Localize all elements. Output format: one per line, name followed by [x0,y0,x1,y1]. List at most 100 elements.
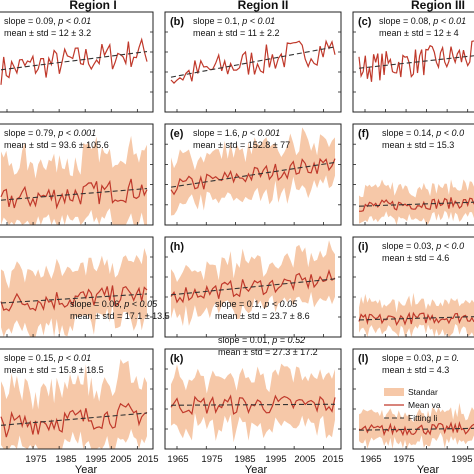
fit-line [170,46,336,78]
x-tick-label: 1975 [393,454,414,465]
slope-annotation: slope = 0.08, p < 0.01 [379,16,466,26]
slope-annotation: slope = 0.15, p < 0.01 [4,353,91,363]
mean-line [0,285,148,312]
fit-line [358,201,474,207]
slope-annotation: slope = 0.06, p < 0.05 [70,299,158,309]
panel-frame [0,11,154,113]
plot-area [358,40,474,82]
fit-line [358,55,474,69]
region-title: Region II [238,0,289,12]
panel-frame [164,11,342,113]
plot-area [0,248,148,337]
p-value: p < 0.05 [263,299,298,309]
mean-std-annotation: mean ± std = 12 ± 3.2 [4,28,91,38]
mean-line [0,37,148,85]
slope-annotation: slope = 0.1, p < 0.05 [215,299,298,309]
panel-label: (b) [170,16,184,28]
panel-l: (l) slope = 0.03, p = 0. mean ± std = 4.3 [352,348,474,450]
plot-area [170,363,336,443]
plot-area [358,402,474,449]
x-tick-label: 2015 [137,454,158,465]
panel-label: (h) [170,241,184,253]
p-value: p < 0.05 [123,299,158,309]
x-tick-label: 1985 [55,454,76,465]
p-value: p < 0.0 [435,128,464,138]
region-title: Region III [411,0,465,12]
x-tick-label: 2015 [322,454,343,465]
legend-entry: Mean va [408,400,441,410]
panel-frame [164,236,342,338]
mean-line [358,420,474,437]
panel-label: (k) [170,353,184,365]
p-value: p < 0.01 [432,16,466,26]
mean-std-annotation: mean ± std = 17.1 ± 13.5 [70,311,170,321]
mean-std-annotation: mean ± std = 4.6 [382,253,449,263]
panel-c: (c) slope = 0.08, p < 0.01 mean ± std = 12… [352,11,474,113]
fit-line [0,51,148,71]
mean-std-annotation: mean ± std = 4.3 [382,365,449,375]
x-tick-label: 1975 [201,454,222,465]
mean-std-annotation: mean ± std = 15.3 [382,140,454,150]
panel-frame [352,348,474,450]
std-band [1,248,147,337]
p-value: p < 0.01 [57,353,91,363]
legend-entry: Fitting li [408,413,437,423]
panel-label: (c) [358,16,372,28]
panel-b: (b) slope = 0.1, p < 0.01 mean ± std = 11 … [164,11,342,113]
mean-std-annotation: mean ± std = 15.8 ± 18.5 [4,365,104,375]
slope-annotation: slope = 0.03, p = 0. [382,353,459,363]
panel-g: slope = 0.06, p < 0.05 mean ± std = 17.1 … [0,236,170,338]
plot-area [358,292,474,337]
fit-line [358,316,474,321]
mean-line [358,197,474,212]
panel-label: (e) [170,128,184,140]
plot-area [0,37,148,85]
panel-frame [352,236,474,338]
x-tick-label: 1985 [234,454,255,465]
p-value: p < 0.01 [241,16,275,26]
panel-frame [352,123,474,226]
slope-annotation: slope = 0.01, p = 0.52 [218,335,305,345]
p-value: p = 0. [435,353,459,363]
panel-h: (h) slope = 0.1, p < 0.05 mean ± std = 23.… [164,236,342,338]
std-band [171,363,335,443]
mean-line [358,40,474,82]
std-band [1,135,147,225]
fit-line [170,278,336,296]
slope-annotation: slope = 0.09, p < 0.01 [4,16,91,26]
mean-std-annotation: mean ± std = 12 ± 4 [379,28,459,38]
panel-k: (k) slope = 0.01, p = 0.52 mean ± std = 27… [164,335,342,450]
plot-area [170,127,336,216]
mean-line [0,402,148,438]
panel-j: slope = 0.15, p < 0.01 mean ± std = 15.8 … [0,348,154,450]
fit-line [358,427,474,431]
p-value: p < 0.001 [241,128,280,138]
x-tick-label: 2005 [110,454,131,465]
x-axis-label: Year [75,464,98,474]
panel-label: (f) [358,128,369,140]
p-value: p < 0.0 [435,241,464,251]
x-axis-label: Year [417,464,440,474]
p-value: p < 0.001 [57,128,96,138]
x-tick-label: 2005 [294,454,315,465]
legend: Standar Mean va Fitting li [384,387,441,423]
mean-line [170,157,336,196]
panel-i: (i) slope = 0.03, p < 0.0 mean ± std = 4.6 [352,236,474,338]
fit-line [0,412,148,426]
slope-annotation: slope = 0.14, p < 0.0 [382,128,464,138]
panel-frame [0,236,154,338]
panel-frame [0,123,154,226]
panel-a: slope = 0.09, p < 0.01 mean ± std = 12 ± … [0,11,154,113]
slope-annotation: slope = 0.1, p < 0.01 [193,16,275,26]
mean-std-annotation: mean ± std = 152.8 ± 77 [193,140,290,150]
fit-line [0,188,148,201]
x-tick-label: 1975 [25,454,46,465]
panel-frame [164,123,342,226]
mean-line [170,269,336,304]
panel-frame [164,348,342,450]
mean-std-annotation: mean ± std = 23.7 ± 8.6 [215,311,310,321]
fit-line [170,403,336,406]
x-tick-label: 1995 [451,454,472,465]
plot-area [170,39,336,84]
plot-area [0,359,148,449]
